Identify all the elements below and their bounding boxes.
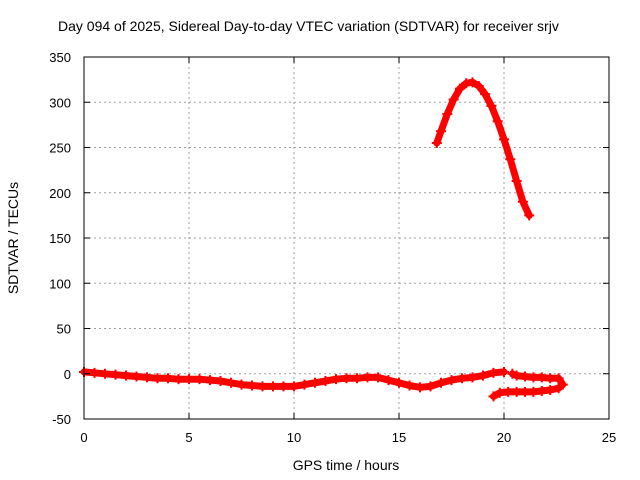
data-point	[110, 369, 121, 380]
data-point	[320, 375, 331, 386]
x-axis-label: GPS time / hours	[293, 457, 400, 473]
data-point	[473, 80, 484, 91]
data-point	[394, 377, 404, 388]
data-point	[173, 374, 184, 385]
y-tick-label: 300	[49, 95, 71, 110]
data-point	[557, 379, 568, 390]
data-point	[511, 386, 522, 397]
x-tick-label: 25	[602, 430, 616, 445]
data-point	[545, 373, 556, 384]
data-point	[341, 373, 352, 384]
data-point	[404, 380, 415, 391]
data-point	[486, 100, 497, 111]
data-point	[278, 381, 289, 392]
data-point	[457, 373, 467, 384]
y-axis-label: SDTVAR / TECUs	[5, 182, 21, 294]
data-point	[100, 368, 110, 379]
data-point	[520, 386, 530, 397]
data-point	[524, 210, 535, 221]
x-tick-label: 15	[392, 430, 406, 445]
data-point	[442, 109, 453, 120]
data-point	[545, 385, 556, 396]
data-point	[184, 374, 194, 385]
data-point	[528, 372, 539, 383]
data-point	[415, 382, 425, 393]
data-point	[163, 373, 173, 384]
data-point	[553, 373, 564, 384]
axis-ticks: 0 5 10 15 20 25 -50 0 50 100 150 200 250 300 350	[49, 50, 616, 445]
data-point	[503, 386, 514, 397]
data-point	[536, 372, 547, 383]
data-point	[499, 134, 509, 145]
data-point	[536, 385, 547, 396]
data-point	[448, 94, 459, 105]
y-tick-label: 50	[57, 322, 71, 337]
grid-lines	[84, 57, 609, 419]
y-tick-label: -50	[52, 412, 71, 427]
data-point	[194, 374, 205, 385]
data-point	[205, 375, 215, 386]
data-point	[454, 83, 465, 94]
data-point	[505, 154, 516, 165]
x-tick-label: 5	[185, 430, 192, 445]
y-tick-label: 0	[64, 367, 71, 382]
data-point	[289, 381, 299, 392]
data-point	[488, 391, 499, 402]
data-point	[331, 374, 341, 385]
data-point	[494, 387, 505, 398]
y-tick-label: 350	[49, 50, 71, 65]
data-point	[89, 367, 100, 378]
data-point	[528, 386, 539, 397]
data-point	[299, 379, 310, 390]
x-tick-label: 10	[287, 430, 301, 445]
data-point	[507, 368, 518, 379]
data-point	[362, 372, 373, 383]
y-tick-label: 150	[49, 231, 71, 246]
data-point	[215, 375, 226, 386]
data-point	[152, 373, 163, 384]
data-point	[373, 372, 383, 383]
data-point	[488, 367, 499, 378]
data-point	[467, 372, 478, 383]
data-point	[121, 370, 131, 381]
data-point	[492, 116, 503, 127]
data-point	[247, 380, 257, 391]
data-point	[499, 366, 509, 377]
data-series	[79, 77, 568, 402]
data-point	[352, 373, 362, 384]
data-point	[226, 377, 236, 388]
y-tick-label: 250	[49, 141, 71, 156]
data-point	[478, 370, 488, 381]
x-tick-label: 20	[497, 430, 511, 445]
x-tick-label: 0	[80, 430, 87, 445]
data-point	[383, 375, 394, 386]
data-point	[436, 126, 446, 137]
data-point	[520, 371, 530, 382]
data-point	[236, 379, 247, 390]
data-point	[517, 196, 528, 207]
chart-title: Day 094 of 2025, Sidereal Day-to-day VTE…	[58, 18, 559, 34]
data-point	[436, 377, 446, 388]
data-point	[310, 377, 320, 388]
data-point	[431, 137, 442, 148]
data-point	[142, 372, 152, 383]
data-point	[268, 381, 278, 392]
data-point	[480, 89, 491, 100]
data-point	[511, 175, 522, 186]
data-point	[446, 375, 457, 386]
y-tick-label: 200	[49, 186, 71, 201]
y-tick-label: 100	[49, 276, 71, 291]
data-point	[425, 381, 436, 392]
data-point	[131, 371, 142, 382]
data-point	[467, 77, 478, 88]
series-line-high-arc	[433, 78, 533, 219]
data-point	[257, 381, 268, 392]
